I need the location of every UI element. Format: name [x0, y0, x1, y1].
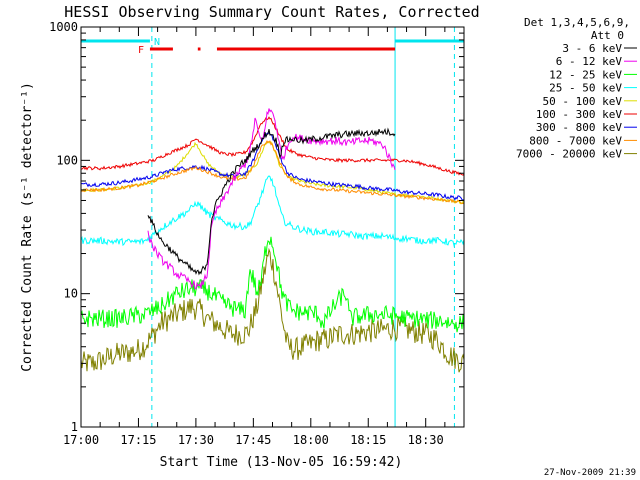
y-tick-label: 10: [64, 287, 78, 301]
plot-frame: [80, 26, 465, 428]
legend-label-50-100-kev: 50 - 100 keV: [543, 95, 623, 108]
x-tick-label: 17:45: [235, 433, 271, 447]
x-tick-label: 18:15: [350, 433, 386, 447]
x-tick-label: 18:00: [293, 433, 329, 447]
x-tick-label: 18:30: [408, 433, 444, 447]
series-line-12-25-kev: [80, 236, 465, 333]
series-line-7000-20000-kev: [80, 247, 465, 373]
series-line-300-800-kev: [80, 132, 464, 201]
y-axis: 1 10 100 1000: [49, 20, 464, 434]
legend-label-800-7000-kev: 800 - 7000 keV: [529, 134, 622, 147]
series-line-25-50-kev: [80, 175, 465, 247]
legend-label-25-50-kev: 25 - 50 keV: [549, 82, 622, 95]
legend-label-300-800-kev: 300 - 800 keV: [536, 121, 622, 134]
y-tick-label: 1: [71, 420, 78, 434]
legend-label-6-12-kev: 6 - 12 keV: [556, 55, 623, 68]
plot-content: NF: [80, 27, 465, 427]
y-tick-label: 1000: [49, 20, 78, 34]
series-line-6-12-kev: [147, 108, 396, 290]
flag-label-f: F: [138, 45, 144, 56]
legend-label-7000-20000-kev: 7000 - 20000 keV: [516, 148, 622, 161]
legend-label-3-6-kev: 3 - 6 keV: [562, 42, 622, 55]
legend-header-line-2: Att 0: [591, 29, 624, 42]
flag-label-n: N: [154, 37, 160, 48]
series-line-3-6-kev: [147, 127, 396, 276]
x-tick-label: 17:30: [178, 433, 214, 447]
y-axis-label: Corrected Count Rate (s⁻¹ detector⁻¹): [20, 82, 35, 372]
footer-date: 27-Nov-2009 21:39: [544, 468, 636, 478]
chart-title: HESSI Observing Summary Count Rates, Cor…: [64, 3, 479, 21]
legend-label-100-300-kev: 100 - 300 keV: [536, 108, 622, 121]
x-axis: 17:00 17:15 17:30 17:45 18:00 18:15 18:30: [63, 27, 465, 447]
y-tick-label: 100: [56, 153, 78, 167]
x-tick-label: 17:00: [63, 433, 99, 447]
series-line-50-100-kev: [80, 141, 465, 205]
legend-label-12-25-kev: 12 - 25 keV: [549, 68, 622, 81]
legend-header-line-1: Det 1,3,4,5,6,9,: [524, 16, 630, 29]
series-line-800-7000-kev: [80, 140, 465, 205]
x-axis-label: Start Time (13-Nov-05 16:59:42): [160, 455, 403, 470]
series-line-100-300-kev: [80, 116, 465, 176]
x-tick-label: 17:15: [120, 433, 156, 447]
